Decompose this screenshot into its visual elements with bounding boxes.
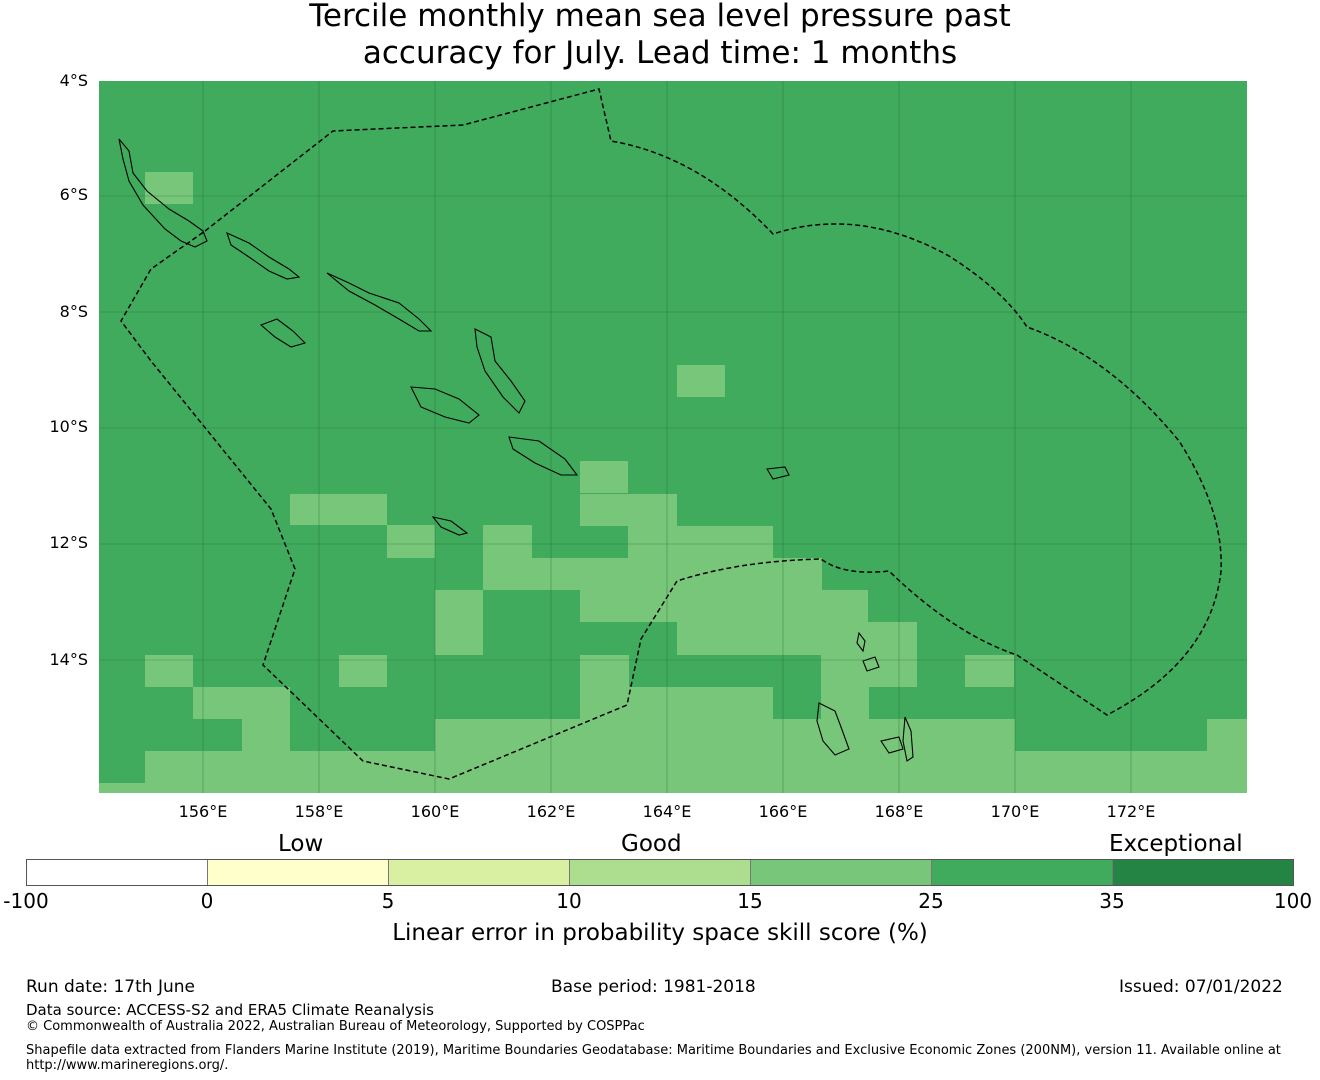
map-cell (677, 622, 917, 655)
map-cell (483, 558, 822, 590)
colorbar-segment (208, 860, 389, 885)
map-cell (628, 526, 773, 558)
colorbar-segment (1113, 860, 1293, 885)
colorbar-segment (570, 860, 751, 885)
colorbar-tick: 35 (1099, 889, 1125, 913)
lat-label-14s: 14°S (49, 650, 88, 669)
map-cell (821, 687, 869, 719)
legend-category-good: Good (621, 831, 682, 857)
lon-label-172e: 172°E (1106, 802, 1156, 821)
legend-category-low: Low (278, 831, 324, 857)
lon-label-156e: 156°E (178, 802, 228, 821)
eez-boundary (120, 88, 1222, 780)
pentecost-island (902, 716, 914, 762)
lon-label-168e: 168°E (874, 802, 924, 821)
santa-isabel-island (326, 272, 433, 332)
map-cell (242, 751, 387, 793)
colorbar-label: Linear error in probability space skill … (392, 920, 928, 946)
copyright-notice: © Commonwealth of Australia 2022, Austra… (26, 1019, 645, 1034)
map-cell (290, 494, 387, 525)
map-cell (339, 655, 387, 687)
skill-cells (99, 172, 1247, 793)
map-cell (580, 494, 677, 526)
map-title-line-2: accuracy for July. Lead time: 1 months (362, 35, 958, 71)
map-cell (145, 751, 242, 793)
legend-category-exceptional: Exceptional (1109, 831, 1243, 857)
skill-score-map (99, 81, 1247, 793)
data-source: Data source: ACCESS-S2 and ERA5 Climate … (26, 1001, 434, 1019)
base-period: Base period: 1981-2018 (551, 977, 756, 997)
map-cell (580, 590, 868, 622)
guadalcanal-island (410, 386, 480, 424)
map-cell (821, 655, 917, 687)
map-cell (580, 461, 628, 493)
colorbar-tick: 5 (381, 889, 395, 913)
colorbar-segment (389, 860, 570, 885)
colorbar-tick: 100 (1273, 889, 1313, 913)
lat-label-8s: 8°S (59, 302, 88, 321)
map-cell (387, 525, 435, 558)
malekula-island (880, 736, 904, 754)
graticule (99, 81, 1247, 793)
lat-label-12s: 12°S (49, 533, 88, 552)
coastlines (118, 138, 914, 762)
run-date: Run date: 17th June (26, 977, 195, 997)
map-cell (580, 687, 773, 793)
lon-label-158e: 158°E (294, 802, 344, 821)
colorbar-segment (932, 860, 1113, 885)
map-cell (821, 719, 1015, 793)
shapefile-credit-line-2: http://www.marineregions.org/. (26, 1058, 229, 1073)
colorbar-tick: 15 (737, 889, 763, 913)
map-cell (387, 751, 435, 793)
map-title-line-1: Tercile monthly mean sea level pressure … (309, 0, 1011, 34)
shapefile-credit-line-1: Shapefile data extracted from Flanders M… (26, 1043, 1281, 1058)
lon-label-170e: 170°E (990, 802, 1040, 821)
santa-cruz-island (766, 466, 790, 480)
map-cell (483, 525, 532, 558)
lon-label-160e: 160°E (410, 802, 460, 821)
colorbar-tick: 10 (556, 889, 582, 913)
lon-label-164e: 164°E (642, 802, 692, 821)
colorbar-segment (751, 860, 932, 885)
lon-label-162e: 162°E (526, 802, 576, 821)
map-cell (965, 655, 1014, 687)
map-cell (773, 719, 821, 793)
colorbar-segment (27, 860, 208, 885)
map-cell (242, 719, 290, 751)
lon-label-166e: 166°E (758, 802, 808, 821)
colorbar-tick: 0 (200, 889, 214, 913)
map-cell (677, 365, 725, 397)
map-canvas (99, 81, 1247, 793)
map-cell (1207, 719, 1247, 751)
map-cell (435, 719, 580, 793)
malaita-island (474, 328, 526, 414)
lat-label-10s: 10°S (49, 417, 88, 436)
colorbar-tick: 25 (918, 889, 944, 913)
makira-island (508, 436, 579, 476)
map-cell (435, 590, 483, 655)
issued-date: Issued: 07/01/2022 (1119, 977, 1283, 997)
colorbar-tick: -100 (3, 889, 49, 913)
new-georgia-island (259, 318, 307, 348)
map-cell (193, 687, 290, 719)
rennell-island (431, 516, 469, 536)
map-cell (145, 172, 193, 204)
banks-island (862, 656, 880, 672)
lat-label-4s: 4°S (59, 71, 88, 90)
bougainville-island (118, 138, 208, 248)
map-cell (145, 655, 193, 687)
colorbar (26, 859, 1294, 886)
lat-label-6s: 6°S (59, 185, 88, 204)
torres-island (856, 631, 866, 653)
choiseul-island (226, 231, 301, 280)
espiritu-santo-island (816, 702, 850, 756)
map-cell (99, 783, 145, 793)
